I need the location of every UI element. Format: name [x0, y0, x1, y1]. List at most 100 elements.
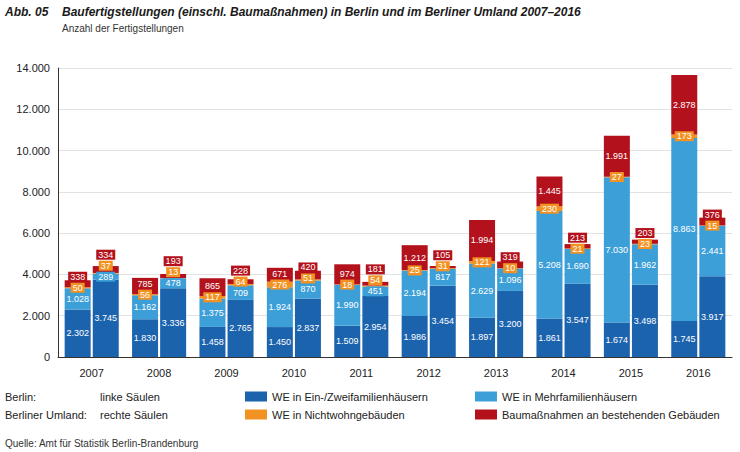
svg-text:376: 376	[705, 210, 720, 220]
svg-text:Baumaßnahmen an bestehenden Ge: Baumaßnahmen an bestehenden Gebäuden	[502, 409, 720, 421]
svg-text:1.509: 1.509	[336, 336, 359, 346]
svg-text:3.200: 3.200	[499, 319, 522, 329]
svg-text:709: 709	[233, 288, 248, 298]
svg-text:18: 18	[342, 280, 352, 290]
svg-text:WE in Mehrfamilienhäusern: WE in Mehrfamilienhäusern	[502, 391, 637, 403]
svg-text:linke Säulen: linke Säulen	[100, 391, 160, 403]
svg-text:478: 478	[166, 278, 181, 288]
svg-text:2.878: 2.878	[673, 100, 696, 110]
svg-text:2.629: 2.629	[471, 286, 494, 296]
svg-text:3.336: 3.336	[162, 318, 185, 328]
svg-text:50: 50	[73, 283, 83, 293]
svg-text:1.991: 1.991	[606, 151, 629, 161]
svg-text:1.994: 1.994	[471, 235, 494, 245]
svg-text:23: 23	[640, 239, 650, 249]
svg-text:121: 121	[475, 257, 490, 267]
svg-text:870: 870	[300, 284, 315, 294]
svg-text:2009: 2009	[214, 367, 238, 379]
svg-text:1.375: 1.375	[201, 308, 224, 318]
svg-text:5.208: 5.208	[538, 260, 561, 270]
svg-text:276: 276	[272, 280, 287, 290]
svg-text:54: 54	[370, 275, 380, 285]
svg-text:865: 865	[205, 281, 220, 291]
svg-text:0: 0	[44, 351, 50, 363]
svg-text:2.194: 2.194	[403, 288, 426, 298]
svg-text:117: 117	[205, 292, 219, 302]
svg-text:1.450: 1.450	[269, 337, 292, 347]
svg-text:203: 203	[637, 228, 652, 238]
svg-text:Quelle: Amt für Statistik Berl: Quelle: Amt für Statistik Berlin-Branden…	[5, 438, 198, 449]
svg-text:25: 25	[410, 265, 420, 275]
svg-text:rechte Säulen: rechte Säulen	[100, 409, 168, 421]
svg-text:37: 37	[101, 261, 111, 271]
svg-text:8.000: 8.000	[22, 186, 50, 198]
svg-text:2007: 2007	[79, 367, 103, 379]
svg-text:1.986: 1.986	[403, 332, 426, 342]
svg-text:1.897: 1.897	[471, 332, 494, 342]
svg-text:1.924: 1.924	[269, 302, 292, 312]
svg-text:1.028: 1.028	[66, 294, 89, 304]
svg-text:2.765: 2.765	[229, 323, 252, 333]
svg-text:1.674: 1.674	[606, 335, 629, 345]
svg-text:334: 334	[98, 250, 113, 260]
svg-text:10.000: 10.000	[16, 145, 50, 157]
svg-text:817: 817	[435, 272, 450, 282]
svg-text:289: 289	[98, 272, 113, 282]
svg-text:2.441: 2.441	[701, 246, 724, 256]
svg-text:2010: 2010	[282, 367, 306, 379]
svg-text:2.837: 2.837	[297, 323, 320, 333]
svg-text:1.690: 1.690	[566, 261, 589, 271]
svg-text:1.445: 1.445	[538, 186, 561, 196]
svg-text:15: 15	[707, 221, 717, 231]
svg-text:56: 56	[140, 290, 150, 300]
svg-text:2008: 2008	[147, 367, 171, 379]
svg-text:14.000: 14.000	[16, 62, 50, 74]
svg-text:2.954: 2.954	[364, 322, 387, 332]
svg-text:2.000: 2.000	[22, 310, 50, 322]
svg-text:Baufertigstellungen (einschl.: Baufertigstellungen (einschl. Baumaßnahm…	[62, 5, 581, 19]
svg-text:Berlin:: Berlin:	[5, 391, 36, 403]
svg-text:2011: 2011	[349, 367, 373, 379]
svg-text:785: 785	[138, 279, 153, 289]
svg-text:1.745: 1.745	[673, 334, 696, 344]
svg-text:451: 451	[368, 286, 383, 296]
svg-text:4.000: 4.000	[22, 268, 50, 280]
svg-text:WE in Ein-/Zweifamilienhäusern: WE in Ein-/Zweifamilienhäusern	[272, 391, 428, 403]
svg-text:8.863: 8.863	[673, 224, 696, 234]
svg-text:1.861: 1.861	[538, 333, 561, 343]
svg-text:1.096: 1.096	[499, 275, 522, 285]
svg-text:3.917: 3.917	[701, 312, 724, 322]
svg-text:3.547: 3.547	[566, 315, 589, 325]
svg-text:13: 13	[168, 267, 178, 277]
svg-text:1.830: 1.830	[134, 333, 157, 343]
svg-text:181: 181	[368, 264, 383, 274]
svg-text:2016: 2016	[686, 367, 710, 379]
svg-text:230: 230	[542, 204, 557, 214]
svg-text:105: 105	[435, 250, 450, 260]
svg-text:3.454: 3.454	[431, 316, 454, 326]
svg-text:7.030: 7.030	[606, 245, 629, 255]
svg-text:2.302: 2.302	[66, 328, 89, 338]
svg-text:64: 64	[236, 277, 246, 287]
svg-text:1.212: 1.212	[403, 253, 426, 263]
svg-text:420: 420	[300, 262, 315, 272]
svg-text:Abb. 05: Abb. 05	[4, 5, 49, 19]
svg-text:6.000: 6.000	[22, 227, 50, 239]
svg-text:Anzahl der Fertigstellungen: Anzahl der Fertigstellungen	[62, 23, 184, 34]
svg-text:1.458: 1.458	[201, 337, 224, 347]
svg-text:173: 173	[677, 131, 692, 141]
svg-text:1.990: 1.990	[336, 300, 359, 310]
svg-text:228: 228	[233, 266, 248, 276]
svg-text:2015: 2015	[619, 367, 643, 379]
svg-text:1.162: 1.162	[134, 302, 157, 312]
svg-text:974: 974	[340, 269, 355, 279]
svg-text:338: 338	[70, 272, 85, 282]
svg-text:671: 671	[272, 269, 287, 279]
svg-text:27: 27	[612, 172, 622, 182]
svg-text:3.498: 3.498	[634, 316, 657, 326]
svg-text:2013: 2013	[484, 367, 508, 379]
svg-text:3.745: 3.745	[94, 313, 117, 323]
svg-text:193: 193	[166, 256, 181, 266]
svg-text:10: 10	[505, 263, 515, 273]
svg-text:319: 319	[503, 252, 518, 262]
